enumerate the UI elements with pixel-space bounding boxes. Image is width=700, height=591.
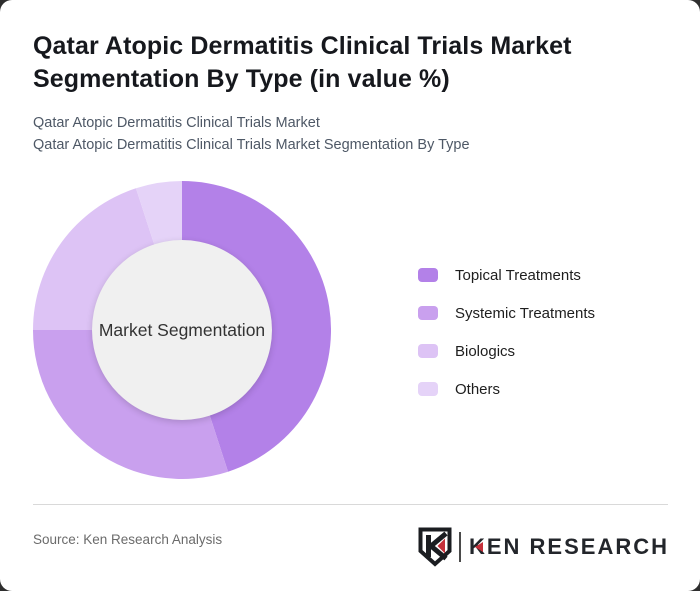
legend-item-others: Others	[418, 375, 595, 403]
legend-swatch-icon	[418, 382, 438, 396]
chart-legend: Topical Treatments Systemic Treatments B…	[418, 261, 595, 413]
donut-center-label: Market Segmentation	[98, 319, 266, 340]
footer-divider	[33, 504, 668, 505]
legend-item-topical-treatments: Topical Treatments	[418, 261, 595, 289]
legend-label: Topical Treatments	[455, 266, 581, 284]
subtitle-line-1: Qatar Atopic Dermatitis Clinical Trials …	[33, 115, 320, 131]
legend-swatch-icon	[418, 268, 438, 282]
ken-research-shield-icon	[418, 527, 452, 567]
logo-divider	[458, 532, 461, 562]
legend-item-biologics: Biologics	[418, 337, 595, 365]
chart-title: Qatar Atopic Dermatitis Clinical Trials …	[33, 32, 572, 93]
legend-item-systemic-treatments: Systemic Treatments	[418, 299, 595, 327]
legend-swatch-icon	[418, 344, 438, 358]
chart-subtitles: Qatar Atopic Dermatitis Clinical Trials …	[33, 112, 653, 156]
legend-label: Others	[455, 380, 501, 398]
red-triangle-icon	[474, 542, 483, 552]
ken-research-logo: KEN RESEARCH	[417, 527, 669, 567]
donut-center-circle: Market Segmentation	[92, 240, 272, 420]
subtitle-line-2: Qatar Atopic Dermatitis Clinical Trials …	[33, 137, 470, 153]
legend-label: Systemic Treatments	[455, 304, 596, 322]
brand-name: KEN RESEARCH	[469, 534, 669, 560]
source-note: Source: Ken Research Analysis	[33, 532, 223, 547]
legend-swatch-icon	[418, 306, 438, 320]
brand-name-text: KEN RESEARCH	[468, 534, 669, 559]
donut-chart: Market Segmentation	[33, 181, 331, 479]
legend-label: Biologics	[455, 342, 516, 360]
